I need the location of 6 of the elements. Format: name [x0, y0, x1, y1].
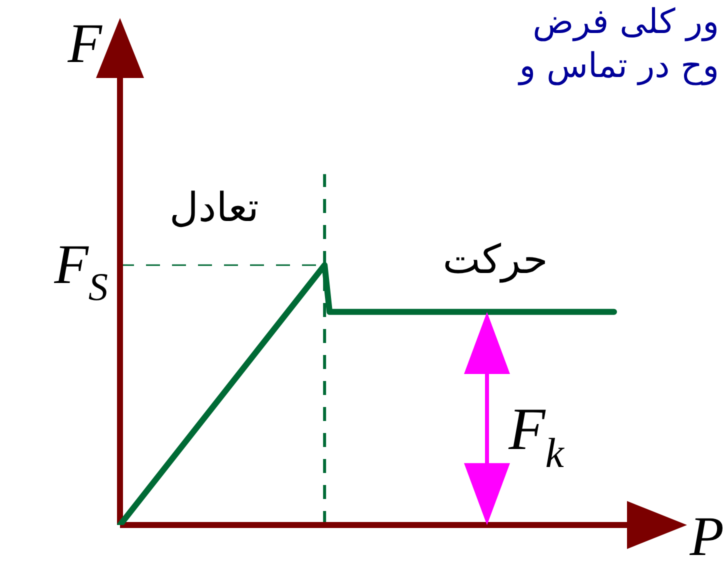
text: وح در تماس و: [519, 46, 719, 86]
text: ور کلی فرض: [532, 2, 719, 42]
annotation: حرکت: [442, 236, 548, 283]
x-axis-title: P: [688, 506, 724, 561]
text: تعادل: [169, 184, 259, 231]
y-axis-title: F: [66, 13, 103, 75]
